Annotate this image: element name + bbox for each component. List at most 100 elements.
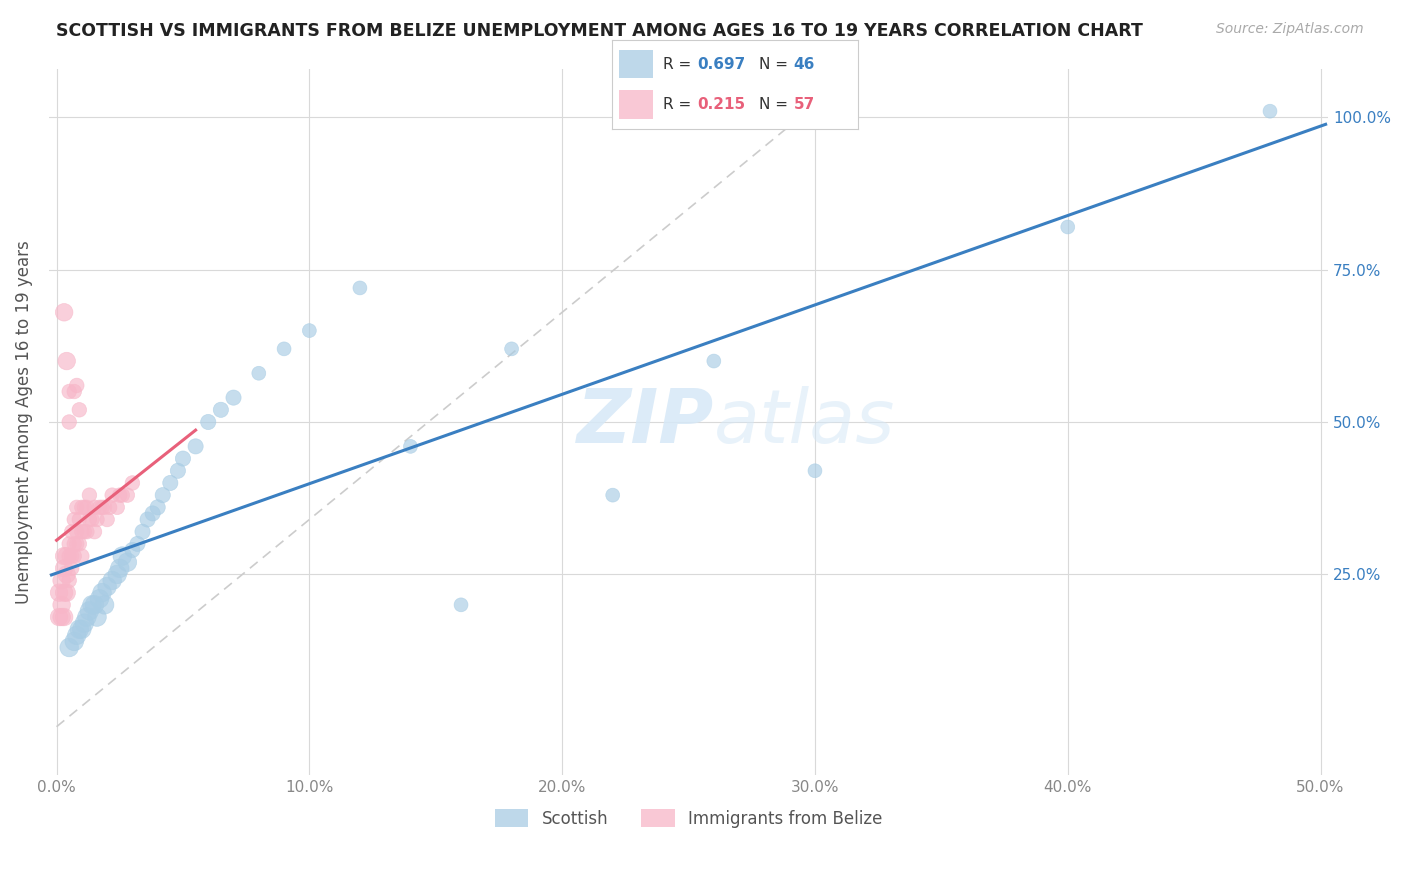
Point [70,622,93,636]
Point [83,598,105,612]
Bar [619,90,654,119]
Point [53,561,76,575]
Point [83,500,105,515]
Point [76,500,98,515]
Point [63,634,86,648]
Point [105,500,128,515]
Point [55,549,77,563]
Point [96,512,118,526]
Point [142,507,165,521]
Point [98,500,121,515]
Legend: Scottish, Immigrants from Belize: Scottish, Immigrants from Belize [488,803,889,834]
Point [93,598,115,612]
Point [53,610,76,624]
Point [146,500,169,515]
Point [53,305,76,319]
Point [63,537,86,551]
Point [80,512,103,526]
Point [703,354,725,368]
Point [73,616,96,631]
Point [89,500,111,515]
Point [247,366,270,380]
Point [66,378,89,392]
Point [66,524,89,539]
Point [66,500,89,515]
Point [79,512,101,526]
Point [67,622,90,636]
Point [121,475,143,490]
Point [93,500,115,515]
Point [70,500,93,515]
Text: atlas: atlas [714,386,896,458]
Point [66,628,89,642]
Text: R =: R = [664,97,696,112]
Text: 0.215: 0.215 [697,97,745,112]
Point [167,464,190,478]
Point [55,567,77,582]
Text: SCOTTISH VS IMMIGRANTS FROM BELIZE UNEMPLOYMENT AMONG AGES 16 TO 19 YEARS CORREL: SCOTTISH VS IMMIGRANTS FROM BELIZE UNEMP… [56,22,1143,40]
Point [131,524,153,539]
Point [159,475,181,490]
Y-axis label: Unemployment Among Ages 16 to 19 years: Unemployment Among Ages 16 to 19 years [15,240,32,604]
Point [48,585,70,599]
Text: ZIP: ZIP [576,385,714,458]
Point [58,549,80,563]
Point [67,402,90,417]
Point [58,640,80,655]
Point [108,488,131,502]
Point [222,391,245,405]
Text: Source: ZipAtlas.com: Source: ZipAtlas.com [1216,22,1364,37]
Point [58,574,80,588]
Point [121,543,143,558]
Point [55,585,77,599]
Point [501,342,523,356]
Point [399,439,422,453]
Point [60,561,83,575]
Point [101,574,124,588]
Point [63,512,86,526]
Point [197,415,219,429]
Point [117,488,139,502]
Point [55,354,77,368]
Point [209,402,232,417]
Text: 46: 46 [793,57,815,71]
Point [273,342,295,356]
Point [79,488,101,502]
Point [96,580,118,594]
Point [51,574,73,588]
Point [66,537,89,551]
Point [349,281,371,295]
Point [48,610,70,624]
Point [117,555,139,569]
Point [1056,219,1078,234]
Point [58,537,80,551]
Point [60,524,83,539]
Point [53,585,76,599]
Point [105,567,128,582]
Point [91,585,114,599]
Point [76,610,98,624]
Point [51,610,73,624]
Point [63,384,86,399]
Point [172,451,194,466]
Point [73,500,96,515]
Point [89,591,111,606]
Point [1258,104,1281,119]
Point [60,549,83,563]
Point [80,598,103,612]
Point [58,415,80,429]
Point [86,512,108,526]
Point [63,549,86,563]
Point [602,488,624,502]
Text: N =: N = [759,97,793,112]
Point [91,500,114,515]
Bar [619,50,654,78]
Point [53,549,76,563]
Point [76,524,98,539]
Text: 0.697: 0.697 [697,57,747,71]
Point [152,488,174,502]
Point [184,439,207,453]
Point [70,524,93,539]
Text: R =: R = [664,57,696,71]
Point [73,524,96,539]
